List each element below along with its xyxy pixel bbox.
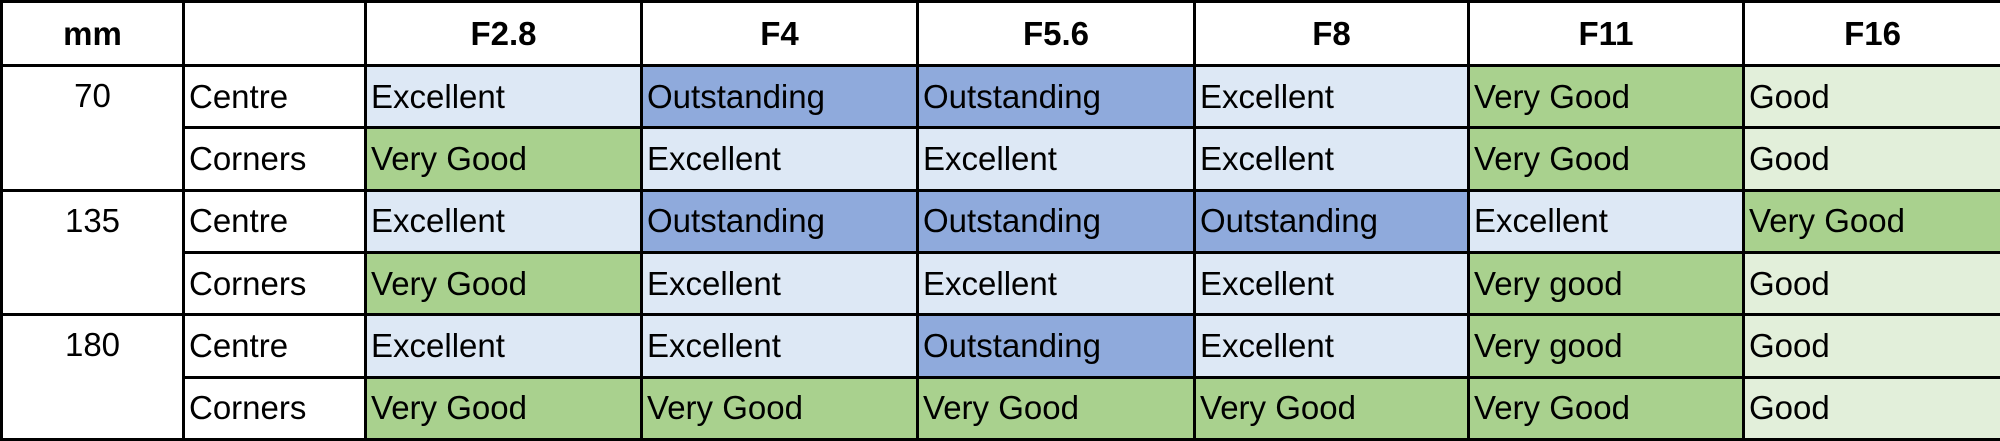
table-row: Corners Very Good Very Good Very Good Very G… — [2, 375, 2000, 441]
rating-cell: Very good — [1467, 250, 1745, 317]
rating-cell: Very Good — [1742, 188, 2000, 254]
region-label: Centre — [182, 188, 367, 254]
rating-cell: Excellent — [1193, 63, 1470, 130]
rating-cell: Very good — [1467, 313, 1745, 379]
rating-cell: Very Good — [1467, 375, 1745, 441]
region-label: Centre — [182, 313, 367, 379]
column-header: F2.8 — [364, 0, 643, 67]
rating-cell: Outstanding — [916, 63, 1196, 130]
table-row: 135 Centre Excellent Outstanding Outstanding… — [0, 188, 2000, 317]
column-header: F4 — [640, 0, 919, 67]
column-header: F8 — [1193, 0, 1470, 67]
rating-cell: Good — [1742, 126, 2000, 192]
table-row: Corners Very Good Excellent Excellent Excell… — [2, 250, 2000, 317]
column-header — [182, 0, 367, 67]
column-header: F16 — [1742, 0, 2000, 67]
rating-cell: Good — [1742, 375, 2000, 441]
rating-cell: Excellent — [364, 313, 643, 379]
rating-cell: Very Good — [640, 375, 919, 441]
rating-cell: Outstanding — [916, 188, 1196, 254]
rating-cell: Outstanding — [640, 188, 919, 254]
column-header: F11 — [1467, 0, 1745, 67]
rating-cell: Very Good — [1193, 375, 1470, 441]
rating-cell: Very Good — [1467, 126, 1745, 192]
column-header: F5.6 — [916, 0, 1196, 67]
rating-cell: Very Good — [364, 126, 643, 192]
rating-cell: Excellent — [1467, 188, 1745, 254]
rating-cell: Outstanding — [916, 313, 1196, 379]
rating-cell: Outstanding — [640, 63, 919, 130]
rating-cell: Good — [1742, 63, 2000, 130]
rating-cell: Excellent — [916, 126, 1196, 192]
rating-cell: Very Good — [916, 375, 1196, 441]
rating-cell: Very Good — [1467, 63, 1745, 130]
focal-length: 180 — [0, 313, 185, 441]
table-row: Corners Very Good Excellent Excellent Excell… — [2, 126, 2000, 192]
rating-cell: Excellent — [916, 250, 1196, 317]
focal-length: 70 — [0, 64, 185, 192]
rating-cell: Good — [1742, 313, 2000, 379]
rating-cell: Excellent — [1193, 126, 1470, 192]
rating-cell: Very Good — [364, 375, 643, 441]
focal-length: 135 — [0, 188, 185, 317]
rating-cell: Excellent — [1193, 313, 1470, 379]
region-label: Corners — [182, 375, 367, 441]
region-label: Corners — [182, 250, 367, 317]
rating-cell: Excellent — [364, 188, 643, 254]
rating-cell: Very Good — [364, 250, 643, 317]
header-row: mm F2.8 F4 F5.6 F8 F11 F16 — [0, 0, 2000, 67]
rating-cell: Outstanding — [1193, 188, 1470, 254]
region-label: Corners — [182, 126, 367, 192]
rating-cell: Excellent — [364, 63, 643, 130]
rating-cell: Excellent — [640, 126, 919, 192]
column-header: mm — [0, 0, 185, 67]
rating-cell: Good — [1742, 250, 2000, 317]
region-label: Centre — [182, 63, 367, 130]
rating-cell: Excellent — [1193, 250, 1470, 317]
table-row: 180 Centre Excellent Excellent Outstanding Ex… — [0, 313, 2000, 441]
rating-cell: Excellent — [640, 313, 919, 379]
rating-cell: Excellent — [640, 250, 919, 317]
table-row: 70 Centre Excellent Outstanding Outstanding E… — [0, 63, 2000, 192]
